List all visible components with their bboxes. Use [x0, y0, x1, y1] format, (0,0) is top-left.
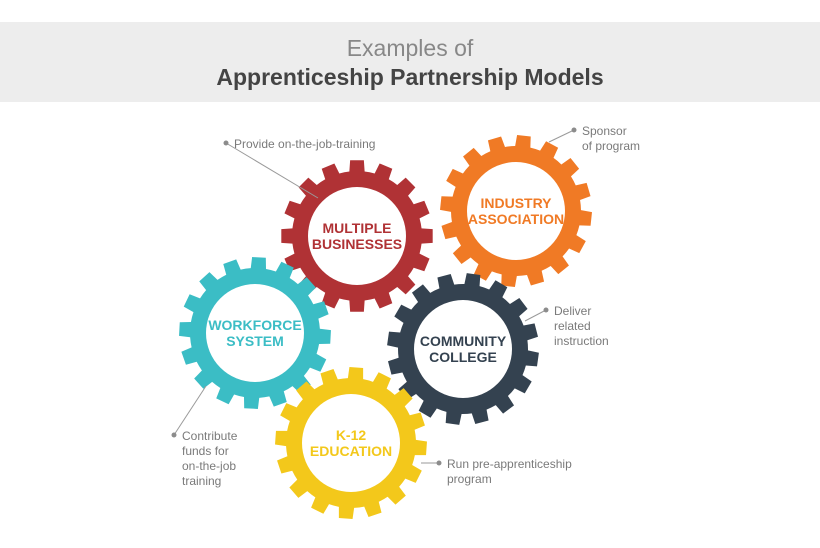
leader-line-sponsor	[548, 129, 575, 143]
gear-label-workforce-system-line-2: SYSTEM	[226, 333, 284, 349]
gears-layer: MULTIPLEBUSINESSESINDUSTRYASSOCIATIONWOR…	[179, 135, 592, 519]
gear-center-workforce-system	[206, 284, 304, 382]
gear-label-industry-association-line-2: ASSOCIATION	[468, 211, 564, 227]
title-line-2: Apprenticeship Partnership Models	[216, 64, 604, 90]
leader-dot-sponsor	[571, 127, 577, 133]
gear-label-multiple-businesses-line-2: BUSINESSES	[312, 236, 402, 252]
gear-center-community-college	[414, 300, 512, 398]
gear-label-community-college-line-1: COMMUNITY	[420, 333, 507, 349]
annotation-text-sponsor-line-1: Sponsor	[582, 124, 627, 138]
gear-label-multiple-businesses-line-1: MULTIPLE	[323, 220, 392, 236]
annotation-text-contribute-line-2: funds for	[182, 444, 229, 458]
leader-dot-pre-apprenticeship	[436, 460, 442, 466]
gear-label-workforce-system-line-1: WORKFORCE	[208, 317, 301, 333]
annotation-text-pre-apprenticeship-line-1: Run pre-apprenticeship	[447, 457, 572, 471]
annotation-text-sponsor-line-2: of program	[582, 139, 640, 153]
leader-line-contribute	[173, 385, 207, 436]
gear-center-multiple-businesses	[308, 187, 406, 285]
annotation-text-deliver-line-3: instruction	[554, 334, 609, 348]
annotation-text-deliver-line-1: Deliver	[554, 304, 591, 318]
annotation-text-contribute-line-1: Contribute	[182, 429, 238, 443]
gear-label-k12-education-line-1: K-12	[336, 427, 367, 443]
leader-dot-provide-otj	[223, 140, 229, 146]
leader-line-deliver	[524, 309, 547, 322]
annotation-text-pre-apprenticeship-line-2: program	[447, 472, 492, 486]
gear-label-k12-education-line-2: EDUCATION	[310, 443, 392, 459]
annotation-text-provide-otj-line-1: Provide on-the-job-training	[234, 137, 375, 151]
leader-dot-contribute	[171, 432, 177, 438]
title-line-1: Examples of	[346, 35, 474, 61]
annotation-text-contribute-line-4: training	[182, 474, 221, 488]
leader-dot-deliver	[543, 307, 549, 313]
gear-center-industry-association	[467, 162, 565, 260]
gear-label-industry-association-line-1: INDUSTRY	[480, 195, 552, 211]
annotation-text-deliver-line-2: related	[554, 319, 591, 333]
annotation-text-contribute-line-3: on-the-job	[182, 459, 236, 473]
annotation-provide-otj: Provide on-the-job-training	[223, 137, 375, 199]
gear-label-community-college-line-2: COLLEGE	[429, 349, 497, 365]
leader-line-provide-otj	[225, 142, 319, 199]
gear-center-k12-education	[302, 394, 400, 492]
header-banner: Examples of Apprenticeship Partnership M…	[0, 22, 820, 102]
